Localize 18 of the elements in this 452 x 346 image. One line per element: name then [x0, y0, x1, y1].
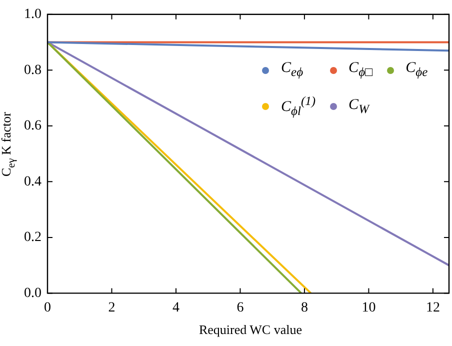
- y-tick-label: 0.8: [24, 62, 42, 78]
- y-tick-label: 0.2: [24, 230, 42, 246]
- legend-label: C$_{eϕ}$: [281, 60, 304, 80]
- x-axis-title: Required WC value: [198, 322, 303, 338]
- legend-label: C$_{W}$: [348, 96, 369, 116]
- y-tick-label: 0.6: [24, 118, 42, 134]
- legend-label: C$_{ϕ□}$: [348, 60, 373, 80]
- y-tick-label: 1.0: [24, 7, 42, 22]
- y-tick-label: 0.0: [24, 286, 42, 301]
- x-tick-label: 2: [108, 300, 116, 316]
- x-tick-label: 8: [300, 300, 308, 316]
- x-tick-label: 12: [426, 300, 440, 316]
- x-tick-label: 6: [236, 300, 244, 316]
- y-tick-label: 0.4: [24, 174, 42, 190]
- x-tick-label: 10: [362, 300, 376, 316]
- x-tick-label: 0: [44, 300, 51, 316]
- legend-label: C$_{ϕe}$: [406, 60, 428, 80]
- x-tick-label: 4: [172, 300, 180, 316]
